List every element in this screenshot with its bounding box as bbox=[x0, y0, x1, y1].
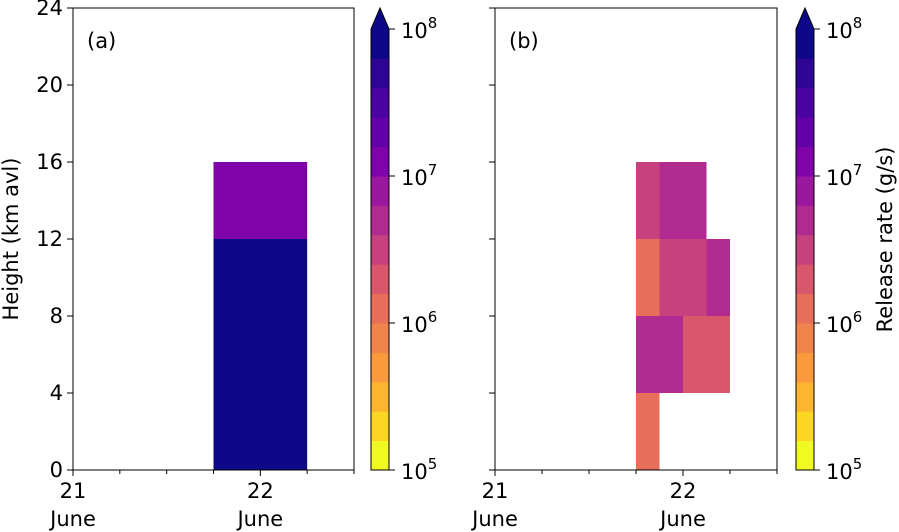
colorbar-segment bbox=[371, 440, 389, 471]
y-axis-label: Height (km avl) bbox=[0, 158, 23, 321]
colorbar-segment bbox=[796, 87, 814, 118]
x-tick-label-month: June bbox=[235, 507, 283, 531]
heatmap-cell bbox=[636, 393, 660, 470]
panel-label: (b) bbox=[509, 29, 539, 53]
colorbar-segment bbox=[796, 352, 814, 383]
colorbar-a: 105 106 107 108 bbox=[370, 6, 437, 484]
colorbar-segment bbox=[371, 352, 389, 383]
x-tick-label-day: 22 bbox=[670, 479, 697, 503]
colorbar-outline bbox=[795, 6, 815, 471]
y-tick-label: 8 bbox=[50, 304, 63, 328]
colorbar-outline bbox=[370, 6, 390, 471]
colorbar-label: Release rate (g/s) bbox=[873, 147, 897, 333]
heatmap-cell bbox=[659, 239, 707, 316]
colorbar-segment bbox=[796, 117, 814, 148]
colorbar-segment bbox=[371, 264, 389, 295]
x-tick-label-day: 21 bbox=[60, 479, 87, 503]
colorbar-segment bbox=[371, 293, 389, 324]
panel-label: (a) bbox=[87, 29, 116, 53]
colorbar-b: 105 106 107 108 Release rate (g/s) bbox=[795, 6, 897, 484]
heatmap-cell bbox=[683, 316, 730, 393]
colorbar-segment bbox=[371, 234, 389, 265]
heatmap-cell bbox=[706, 239, 730, 316]
x-tick-label-month: June bbox=[470, 507, 518, 531]
colorbar-tick-label: 107 bbox=[401, 161, 437, 190]
colorbar-segment bbox=[371, 205, 389, 236]
y-tick-label: 24 bbox=[36, 0, 63, 20]
colorbar-extend-triangle bbox=[796, 8, 814, 29]
colorbar-tick-label: 106 bbox=[401, 308, 437, 337]
panel-a: 0 4 8 12 16 20 24 21 June 22 June (a) Height (km avl… bbox=[0, 0, 355, 531]
colorbar-extend-triangle bbox=[371, 8, 389, 29]
x-tick-label-day: 22 bbox=[247, 479, 274, 503]
colorbar-tick-label: 108 bbox=[826, 14, 862, 43]
y-tick-label: 12 bbox=[36, 227, 63, 251]
colorbar-segment bbox=[796, 293, 814, 324]
y-tick-label: 0 bbox=[50, 458, 63, 482]
colorbar-segment bbox=[371, 146, 389, 177]
colorbar-segment bbox=[371, 87, 389, 118]
colorbar-segment bbox=[796, 29, 814, 59]
heatmap-cell bbox=[636, 162, 660, 239]
colorbar-segment bbox=[371, 29, 389, 59]
y-tick-label: 4 bbox=[50, 381, 63, 405]
heatmap-cell bbox=[636, 239, 660, 316]
colorbar-segment bbox=[796, 264, 814, 295]
colorbar-segment bbox=[371, 176, 389, 206]
colorbar-tick-label: 105 bbox=[826, 455, 862, 484]
colorbar-segment bbox=[796, 58, 814, 89]
x-tick-label-month: June bbox=[48, 507, 96, 531]
colorbar-tick-label: 107 bbox=[826, 161, 862, 190]
colorbar-segment bbox=[796, 146, 814, 177]
y-tick-label: 16 bbox=[36, 150, 63, 174]
colorbar-segment bbox=[796, 411, 814, 442]
x-tick-label-day: 21 bbox=[482, 479, 509, 503]
colorbar-segment bbox=[796, 440, 814, 471]
colorbar-segment bbox=[371, 411, 389, 442]
panel-b: 21 June 22 June (b) bbox=[470, 7, 778, 531]
colorbar-segment bbox=[796, 381, 814, 412]
colorbar-segment bbox=[796, 323, 814, 353]
colorbar-segment bbox=[371, 117, 389, 148]
heatmap-cell bbox=[636, 316, 683, 393]
colorbar-segment bbox=[796, 205, 814, 236]
x-tick-label-month: June bbox=[658, 507, 706, 531]
colorbar-segment bbox=[796, 176, 814, 206]
colorbar-segment bbox=[796, 234, 814, 265]
colorbar-tick-label: 108 bbox=[401, 14, 437, 43]
y-tick-label: 20 bbox=[36, 73, 63, 97]
heatmap-cell bbox=[659, 162, 707, 239]
colorbar-segment bbox=[371, 323, 389, 353]
colorbar-segment bbox=[371, 58, 389, 89]
colorbar-tick-label: 105 bbox=[401, 455, 437, 484]
heatmap-cell bbox=[213, 162, 308, 239]
colorbar-segment bbox=[371, 381, 389, 412]
colorbar-tick-label: 106 bbox=[826, 308, 862, 337]
heatmap-cell bbox=[213, 239, 308, 470]
